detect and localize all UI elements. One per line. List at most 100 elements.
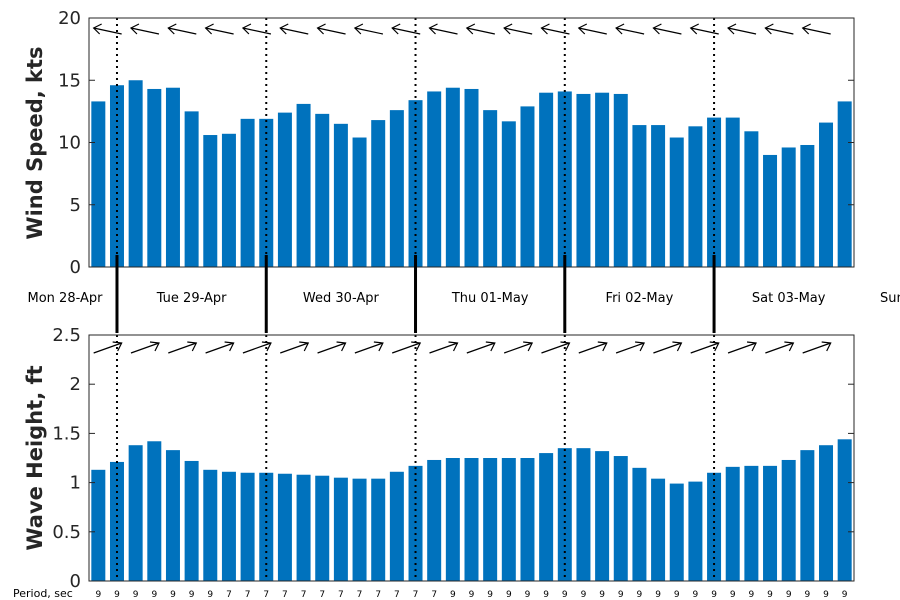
- period-value: 9: [730, 590, 736, 600]
- period-value: 9: [674, 590, 680, 600]
- period-value: 7: [263, 590, 269, 600]
- wind-y-label: Wind Speed, kts: [23, 46, 47, 239]
- direction-arrow-icon: [93, 341, 123, 354]
- bar: [539, 453, 554, 581]
- period-value: 9: [581, 590, 587, 600]
- bar: [651, 478, 666, 581]
- direction-arrow-icon: [317, 341, 347, 354]
- period-value: 7: [226, 590, 232, 600]
- bar: [707, 472, 722, 581]
- bar: [464, 458, 479, 581]
- bar: [352, 478, 367, 581]
- bar: [277, 112, 292, 268]
- bar: [557, 91, 572, 267]
- period-value: 9: [151, 590, 157, 600]
- bar: [520, 106, 535, 268]
- bar: [109, 85, 124, 267]
- bar: [688, 126, 703, 267]
- bar: [520, 458, 535, 581]
- bar: [91, 101, 106, 267]
- y-tick-label: 1: [70, 473, 81, 494]
- bar: [221, 471, 236, 581]
- period-value: 9: [95, 590, 101, 600]
- direction-arrow-icon: [204, 23, 234, 35]
- direction-arrow-icon: [280, 341, 310, 354]
- direction-arrow-icon: [801, 23, 831, 35]
- day-label: Tue 29-Apr: [156, 291, 227, 306]
- y-tick-label: 0: [70, 571, 81, 592]
- direction-arrow-icon: [802, 341, 832, 354]
- bar: [147, 441, 162, 581]
- day-label: Fri 02-May: [606, 291, 674, 306]
- bar: [744, 131, 759, 267]
- period-value: 9: [562, 590, 568, 600]
- direction-arrow-icon: [578, 341, 608, 354]
- direction-arrow-icon: [541, 341, 571, 354]
- bar: [483, 110, 498, 267]
- bar: [184, 111, 199, 267]
- bar: [296, 103, 311, 267]
- period-value: 7: [319, 590, 325, 600]
- bar: [371, 478, 386, 581]
- period-value: 7: [375, 590, 381, 600]
- bar: [819, 122, 834, 267]
- period-value: 7: [301, 590, 307, 600]
- bar: [669, 483, 684, 581]
- day-label: Wed 30-Apr: [303, 291, 380, 306]
- day-label-strip: Mon 28-Apr Tue 29-Apr Wed 30-Apr Thu 01-May…: [28, 255, 900, 333]
- direction-arrow-icon: [279, 23, 309, 35]
- wave-direction-arrows: [93, 341, 832, 354]
- direction-arrow-icon: [391, 23, 421, 35]
- bar: [277, 473, 292, 581]
- direction-arrow-icon: [765, 341, 795, 354]
- bar: [613, 456, 628, 581]
- direction-arrow-icon: [652, 23, 682, 35]
- bar: [464, 88, 479, 267]
- period-value: 7: [413, 590, 419, 600]
- period-value: 9: [842, 590, 848, 600]
- period-label: Period, sec: [13, 587, 73, 600]
- bar: [744, 465, 759, 581]
- direction-arrow-icon: [242, 341, 272, 354]
- day-label: Mon 28-Apr: [28, 291, 104, 306]
- bar: [315, 113, 330, 268]
- bar: [296, 474, 311, 581]
- bar: [800, 144, 815, 267]
- bar: [128, 445, 143, 581]
- direction-arrow-icon: [540, 23, 570, 35]
- bar: [632, 125, 647, 267]
- period-value: 9: [655, 590, 661, 600]
- bar: [203, 135, 218, 267]
- bar: [669, 137, 684, 267]
- bar: [165, 450, 180, 581]
- direction-arrow-icon: [727, 23, 757, 35]
- bar: [389, 110, 404, 267]
- bar: [837, 439, 852, 581]
- direction-arrow-icon: [689, 23, 719, 35]
- direction-arrow-icon: [316, 23, 346, 35]
- bar: [259, 472, 274, 581]
- period-value: 7: [245, 590, 251, 600]
- wave-axes-box: [88, 334, 855, 582]
- period-value: 7: [282, 590, 288, 600]
- direction-arrow-icon: [465, 23, 495, 35]
- direction-arrow-icon: [391, 341, 422, 354]
- direction-arrow-icon: [92, 23, 122, 35]
- wind-axes-box: [88, 17, 855, 268]
- direction-arrow-icon: [503, 23, 533, 35]
- period-value: 9: [711, 590, 717, 600]
- bar: [725, 466, 740, 581]
- direction-arrow-icon: [205, 341, 235, 354]
- period-value: 9: [823, 590, 829, 600]
- direction-arrow-icon: [167, 23, 197, 35]
- direction-arrow-icon: [428, 23, 458, 35]
- bar: [725, 117, 740, 267]
- bar: [819, 445, 834, 581]
- wave-height-panel: 0 0.5 1 1.5 2 2.5 Wave Height, ft: [23, 325, 855, 592]
- direction-arrow-icon: [241, 23, 272, 35]
- period-value: 9: [506, 590, 512, 600]
- bar: [240, 118, 255, 267]
- bar: [427, 91, 442, 267]
- bar: [371, 120, 386, 267]
